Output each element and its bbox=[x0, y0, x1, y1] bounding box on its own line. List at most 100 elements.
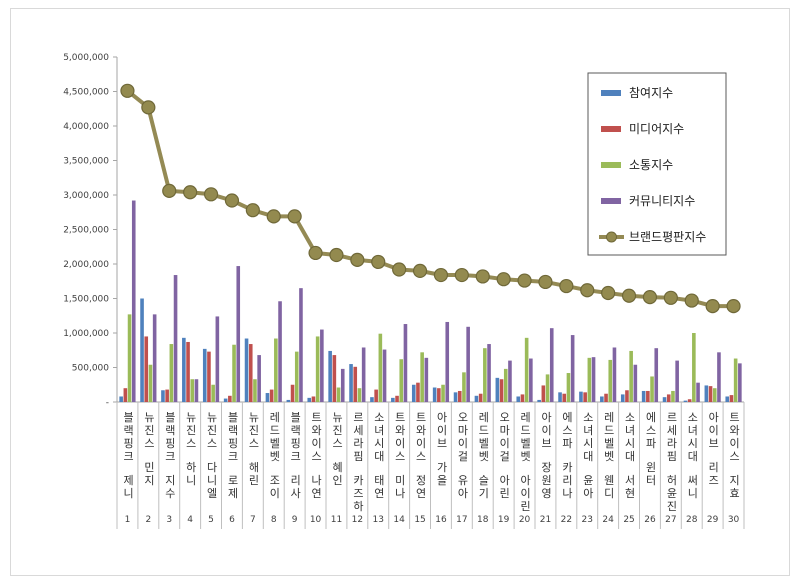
category-char: 브 bbox=[541, 437, 551, 450]
rank-label: 26 bbox=[644, 515, 656, 525]
line-point bbox=[496, 272, 511, 287]
legend-swatch bbox=[601, 198, 621, 204]
bar-2 bbox=[353, 366, 358, 402]
y-tick-label: 5,000,000 bbox=[63, 53, 109, 63]
bar-2 bbox=[625, 390, 629, 402]
category-char: 핑 bbox=[165, 437, 175, 450]
bar-3 bbox=[587, 357, 592, 402]
category-char: 을 bbox=[437, 474, 447, 487]
category-char: 린 bbox=[521, 500, 531, 513]
category-char: 벨 bbox=[270, 437, 280, 450]
category-char: 뉴 bbox=[186, 411, 196, 424]
bar-2 bbox=[729, 395, 734, 402]
category-char: 녀 bbox=[688, 424, 698, 437]
bar-4 bbox=[591, 357, 596, 402]
category-char: 이 bbox=[416, 437, 426, 450]
bar-4 bbox=[131, 200, 136, 402]
category-char: 트 bbox=[312, 411, 322, 424]
rank-label: 28 bbox=[686, 515, 698, 525]
bar-3 bbox=[545, 374, 550, 402]
category-char: 트 bbox=[730, 411, 740, 424]
bar-3 bbox=[420, 352, 424, 402]
category-char: 하 bbox=[353, 499, 363, 513]
bar-3 bbox=[315, 336, 320, 402]
rank-label: 20 bbox=[519, 515, 531, 525]
category-char: 터 bbox=[646, 474, 656, 487]
bar-3 bbox=[274, 338, 278, 402]
category-char: 와 bbox=[312, 424, 322, 437]
bar-4 bbox=[215, 316, 220, 402]
bar-1 bbox=[349, 364, 353, 402]
bar-2 bbox=[416, 382, 420, 402]
category-char: 뉴 bbox=[249, 411, 259, 424]
category-char: 벳 bbox=[604, 450, 614, 463]
bar-3 bbox=[169, 344, 174, 402]
category-char: 로 bbox=[228, 474, 238, 487]
legend-label: 커뮤니티지수 bbox=[629, 194, 695, 208]
bar-2 bbox=[290, 384, 295, 402]
category-char: 슬 bbox=[479, 474, 489, 487]
y-tick-label: 4,000,000 bbox=[63, 122, 109, 132]
category-char: 조 bbox=[270, 474, 280, 487]
rank-label: 13 bbox=[373, 515, 384, 525]
rank-label: 18 bbox=[477, 515, 489, 525]
category-char: 스 bbox=[562, 424, 572, 437]
rank-label: 21 bbox=[540, 515, 551, 525]
y-tick-label: 3,000,000 bbox=[63, 191, 109, 201]
category-char: 블 bbox=[228, 411, 238, 424]
bar-1 bbox=[265, 393, 270, 402]
rank-label: 27 bbox=[665, 515, 676, 525]
category-char: 크 bbox=[123, 450, 133, 463]
category-char: 진 bbox=[186, 424, 196, 437]
line-point bbox=[162, 183, 177, 198]
brand-reputation-chart: - 500,000 1,000,000 1,500,000 2,000,000 2,500… bbox=[63, 53, 745, 529]
rank-label: 6 bbox=[229, 515, 235, 525]
y-tick-label: 3,500,000 bbox=[63, 157, 109, 167]
category-char: 아 bbox=[541, 411, 551, 424]
category-char: 이 bbox=[437, 424, 447, 437]
bar-1 bbox=[328, 350, 332, 402]
rank-label: 17 bbox=[456, 515, 467, 525]
bar-4 bbox=[549, 328, 554, 402]
category-char: 태 bbox=[374, 474, 384, 487]
bar-4 bbox=[445, 321, 450, 402]
bar-1 bbox=[495, 377, 500, 402]
category-char: 이 bbox=[458, 437, 468, 450]
category-char: 블 bbox=[291, 411, 301, 424]
category-char: 린 bbox=[500, 487, 510, 500]
category-char: 인 bbox=[332, 474, 342, 487]
bar-4 bbox=[696, 382, 700, 402]
category-char: 아 bbox=[709, 411, 719, 424]
category-char: 이 bbox=[312, 437, 322, 450]
bar-4 bbox=[487, 344, 491, 402]
bar-4 bbox=[382, 349, 387, 402]
line-point bbox=[412, 263, 428, 278]
category-char: 벳 bbox=[479, 450, 489, 463]
category-char: 대 bbox=[625, 450, 635, 463]
category-char: 디 bbox=[604, 487, 614, 500]
category-char: 시 bbox=[583, 437, 593, 450]
bar-3 bbox=[629, 350, 633, 402]
category-char: 마 bbox=[458, 424, 468, 437]
category-char: 가 bbox=[437, 461, 447, 474]
legend-label: 소통지수 bbox=[629, 158, 673, 172]
category-char: 다 bbox=[207, 461, 217, 474]
category-char: 파 bbox=[646, 437, 656, 450]
bar-1 bbox=[516, 396, 521, 402]
category-char: 정 bbox=[416, 474, 426, 487]
category-char: 윤 bbox=[667, 487, 677, 500]
category-char: 시 bbox=[688, 437, 698, 450]
bar-2 bbox=[228, 395, 232, 402]
category-char: 벨 bbox=[479, 437, 489, 450]
bar-1 bbox=[244, 338, 249, 402]
